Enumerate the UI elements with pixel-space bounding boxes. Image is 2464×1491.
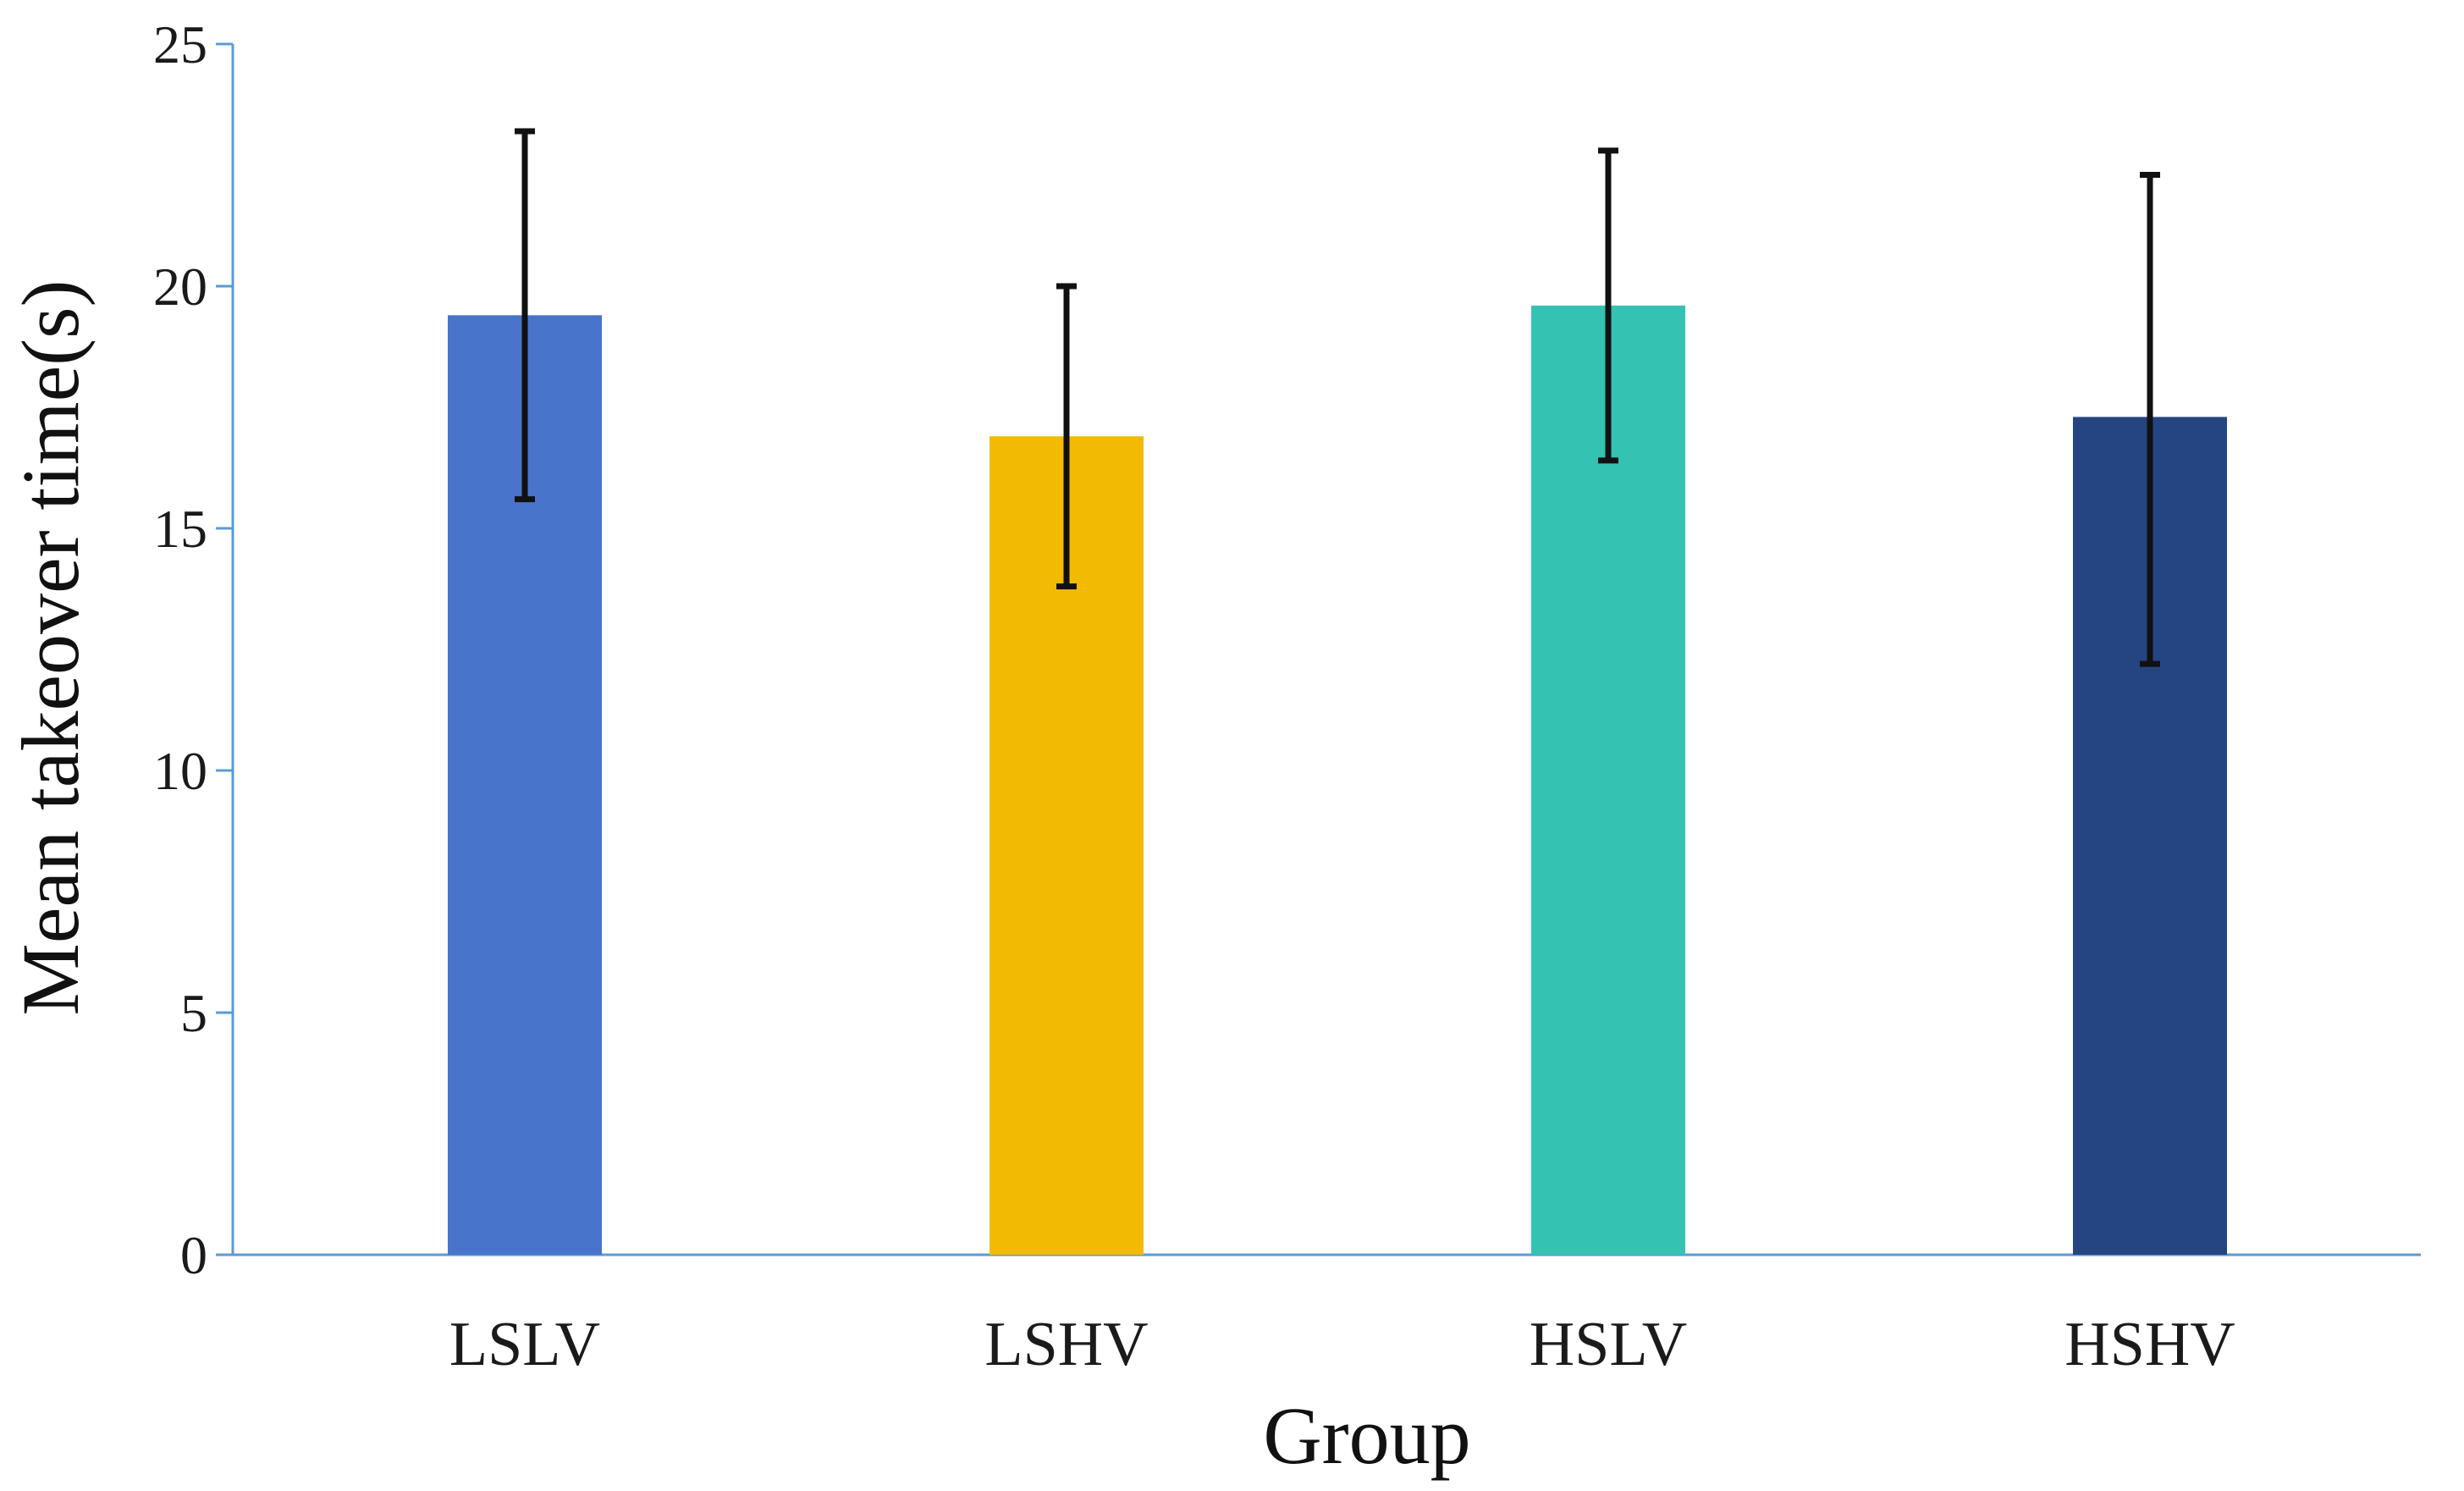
bar-hslv	[1531, 305, 1685, 1255]
x-tick-label-hslv: HSLV	[1530, 1310, 1687, 1379]
error-bars	[515, 128, 2160, 667]
y-tick-label: 15	[153, 499, 207, 559]
y-tick-label: 25	[153, 14, 207, 75]
x-axis: LSLV LSHV HSLV HSHV	[233, 1253, 2421, 1379]
error-bar-lshv	[1056, 283, 1077, 590]
x-tick-label-hshv: HSHV	[2064, 1310, 2235, 1379]
y-axis: 0 5 10 15 20 25	[153, 14, 234, 1285]
y-tick-label: 0	[180, 1225, 207, 1285]
y-tick-label: 10	[153, 741, 207, 801]
y-tick-label: 5	[180, 983, 207, 1043]
y-tick-label: 20	[153, 257, 207, 317]
error-bar-hshv	[2140, 171, 2160, 667]
x-axis-title: Group	[1263, 1390, 1470, 1481]
y-axis-title: Mean takeover time(s)	[5, 280, 96, 1016]
x-tick-label-lslv: LSLV	[449, 1310, 600, 1379]
error-bar-hslv	[1598, 147, 1618, 464]
error-bar-lslv	[515, 128, 535, 503]
x-tick-label-lshv: LSHV	[984, 1310, 1148, 1379]
